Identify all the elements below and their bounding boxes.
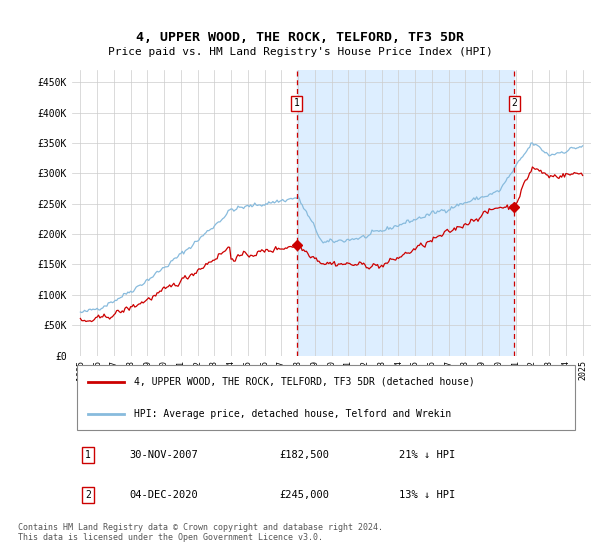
Text: 2: 2 [85,490,91,500]
Text: 21% ↓ HPI: 21% ↓ HPI [399,450,455,460]
Text: 2: 2 [511,99,517,109]
Text: 13% ↓ HPI: 13% ↓ HPI [399,490,455,500]
Text: Contains HM Land Registry data © Crown copyright and database right 2024.
This d: Contains HM Land Registry data © Crown c… [18,522,383,542]
Text: Price paid vs. HM Land Registry's House Price Index (HPI): Price paid vs. HM Land Registry's House … [107,47,493,57]
Text: 4, UPPER WOOD, THE ROCK, TELFORD, TF3 5DR: 4, UPPER WOOD, THE ROCK, TELFORD, TF3 5D… [136,31,464,44]
Text: £245,000: £245,000 [280,490,329,500]
Text: 30-NOV-2007: 30-NOV-2007 [129,450,198,460]
Text: HPI: Average price, detached house, Telford and Wrekin: HPI: Average price, detached house, Telf… [134,409,452,419]
Text: 04-DEC-2020: 04-DEC-2020 [129,490,198,500]
Bar [296,70,514,356]
FancyBboxPatch shape [77,365,575,431]
Text: £182,500: £182,500 [280,450,329,460]
Text: 1: 1 [293,99,299,109]
Text: 1: 1 [85,450,91,460]
Text: 4, UPPER WOOD, THE ROCK, TELFORD, TF3 5DR (detached house): 4, UPPER WOOD, THE ROCK, TELFORD, TF3 5D… [134,376,475,386]
